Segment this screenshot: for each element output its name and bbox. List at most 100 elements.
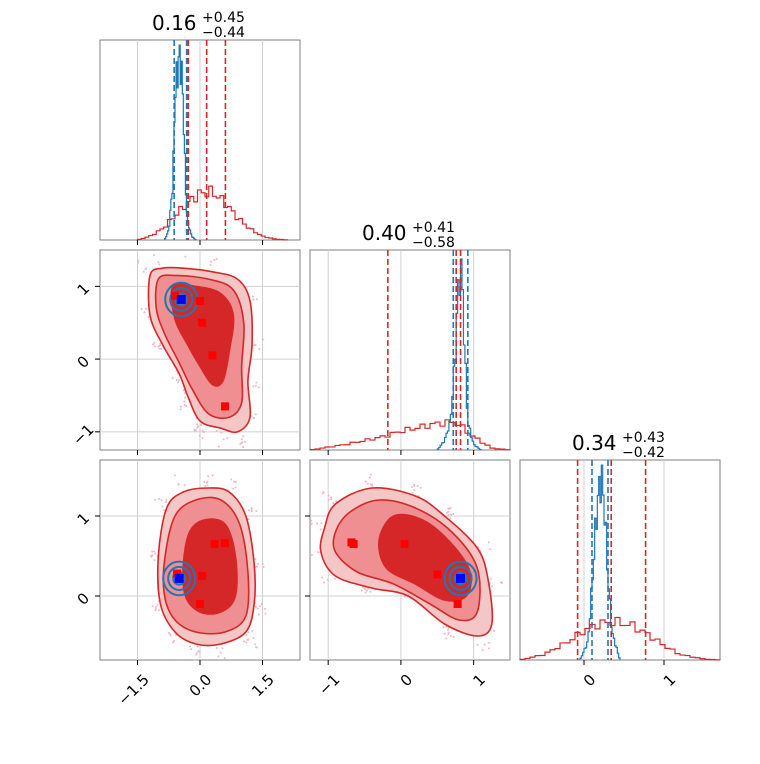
sample-marker bbox=[210, 540, 219, 548]
reference-marker bbox=[456, 573, 466, 583]
sample-marker bbox=[173, 569, 182, 578]
sample-point bbox=[195, 651, 198, 654]
sample-point bbox=[366, 482, 369, 485]
sample-point bbox=[257, 386, 260, 389]
sample-point bbox=[413, 484, 416, 487]
sample-point bbox=[364, 480, 367, 483]
sample-point bbox=[242, 435, 245, 438]
sample-point bbox=[481, 649, 484, 652]
sample-point bbox=[184, 255, 187, 258]
sample-point bbox=[250, 508, 253, 511]
sample-point bbox=[256, 565, 259, 568]
sample-point bbox=[447, 514, 450, 517]
sample-point bbox=[257, 613, 260, 616]
sample-point bbox=[169, 634, 172, 637]
sample-point bbox=[157, 497, 160, 500]
sample-point bbox=[154, 609, 157, 612]
sample-point bbox=[411, 485, 414, 488]
sample-point bbox=[255, 509, 258, 512]
sample-point bbox=[157, 261, 160, 264]
sample-point bbox=[151, 550, 154, 553]
x-tick-label: 1 bbox=[469, 671, 488, 690]
sample-point bbox=[320, 522, 323, 525]
sample-point bbox=[177, 381, 180, 384]
sample-point bbox=[160, 499, 163, 502]
sample-point bbox=[206, 484, 209, 487]
sample-point bbox=[327, 498, 330, 501]
sample-point bbox=[330, 498, 333, 501]
sample-point bbox=[450, 513, 453, 516]
sample-point bbox=[198, 650, 201, 653]
sample-marker bbox=[196, 296, 204, 305]
sample-point bbox=[183, 400, 186, 403]
sample-point bbox=[254, 643, 257, 646]
sample-point bbox=[250, 506, 253, 509]
sample-point bbox=[361, 586, 364, 589]
sample-point bbox=[316, 551, 319, 554]
sample-point bbox=[172, 641, 175, 644]
sample-point bbox=[158, 347, 161, 350]
posterior-histogram bbox=[309, 419, 511, 451]
sample-point bbox=[443, 632, 446, 635]
x-tick-label: −1.5 bbox=[114, 671, 152, 709]
sample-point bbox=[254, 413, 257, 416]
sample-point bbox=[449, 506, 452, 509]
title-param-2-value: 0.40 bbox=[362, 221, 407, 245]
reference-contour bbox=[448, 565, 473, 591]
sample-point bbox=[152, 343, 155, 346]
sample-point bbox=[198, 434, 201, 437]
sample-point bbox=[371, 483, 374, 486]
sample-point bbox=[258, 605, 261, 608]
sample-point bbox=[219, 651, 222, 654]
title-param-2-minus: −0.58 bbox=[412, 235, 455, 251]
sample-marker bbox=[198, 318, 207, 327]
sample-point bbox=[153, 550, 156, 553]
sample-marker bbox=[198, 572, 207, 580]
reference-contour bbox=[167, 565, 192, 591]
sample-point bbox=[221, 647, 224, 650]
reference-contour bbox=[169, 286, 194, 313]
sample-point bbox=[330, 496, 333, 499]
sample-point bbox=[254, 605, 257, 608]
sample-point bbox=[234, 480, 237, 483]
sample-point bbox=[190, 648, 193, 651]
sample-point bbox=[242, 446, 245, 449]
sample-point bbox=[487, 647, 490, 650]
title-param-3-minus: −0.42 bbox=[622, 445, 665, 461]
title-param-1-plus: +0.45 bbox=[202, 10, 245, 26]
joint-panel-param-1-vs-3 bbox=[99, 459, 301, 661]
sample-point bbox=[165, 501, 168, 504]
y-tick-label: 0 bbox=[74, 352, 93, 371]
x-tick-label: −1 bbox=[315, 671, 343, 699]
x-tick-label: 0.0 bbox=[186, 671, 216, 701]
sample-point bbox=[264, 612, 267, 615]
sample-point bbox=[204, 485, 207, 488]
sample-point bbox=[182, 389, 185, 392]
sample-point bbox=[449, 635, 452, 638]
sample-point bbox=[243, 440, 246, 443]
sample-point bbox=[196, 423, 199, 426]
sample-point bbox=[483, 643, 486, 646]
sample-point bbox=[213, 258, 216, 261]
sample-marker bbox=[171, 291, 179, 300]
sample-point bbox=[251, 295, 254, 298]
sample-point bbox=[310, 519, 313, 522]
sample-point bbox=[254, 343, 257, 346]
sample-point bbox=[254, 646, 257, 649]
sample-point bbox=[157, 609, 160, 612]
sample-point bbox=[489, 548, 492, 551]
sample-point bbox=[326, 578, 329, 581]
sample-point bbox=[151, 605, 154, 608]
sample-point bbox=[207, 475, 210, 478]
sample-point bbox=[315, 522, 318, 525]
sample-marker bbox=[349, 540, 358, 548]
sample-point bbox=[419, 486, 422, 489]
sample-point bbox=[365, 589, 368, 592]
sample-point bbox=[196, 645, 199, 648]
y-tick-label: 1 bbox=[74, 509, 93, 528]
sample-point bbox=[153, 254, 156, 257]
sample-point bbox=[147, 316, 150, 319]
sample-point bbox=[165, 498, 168, 501]
sample-point bbox=[159, 342, 162, 345]
sample-point bbox=[447, 628, 450, 631]
